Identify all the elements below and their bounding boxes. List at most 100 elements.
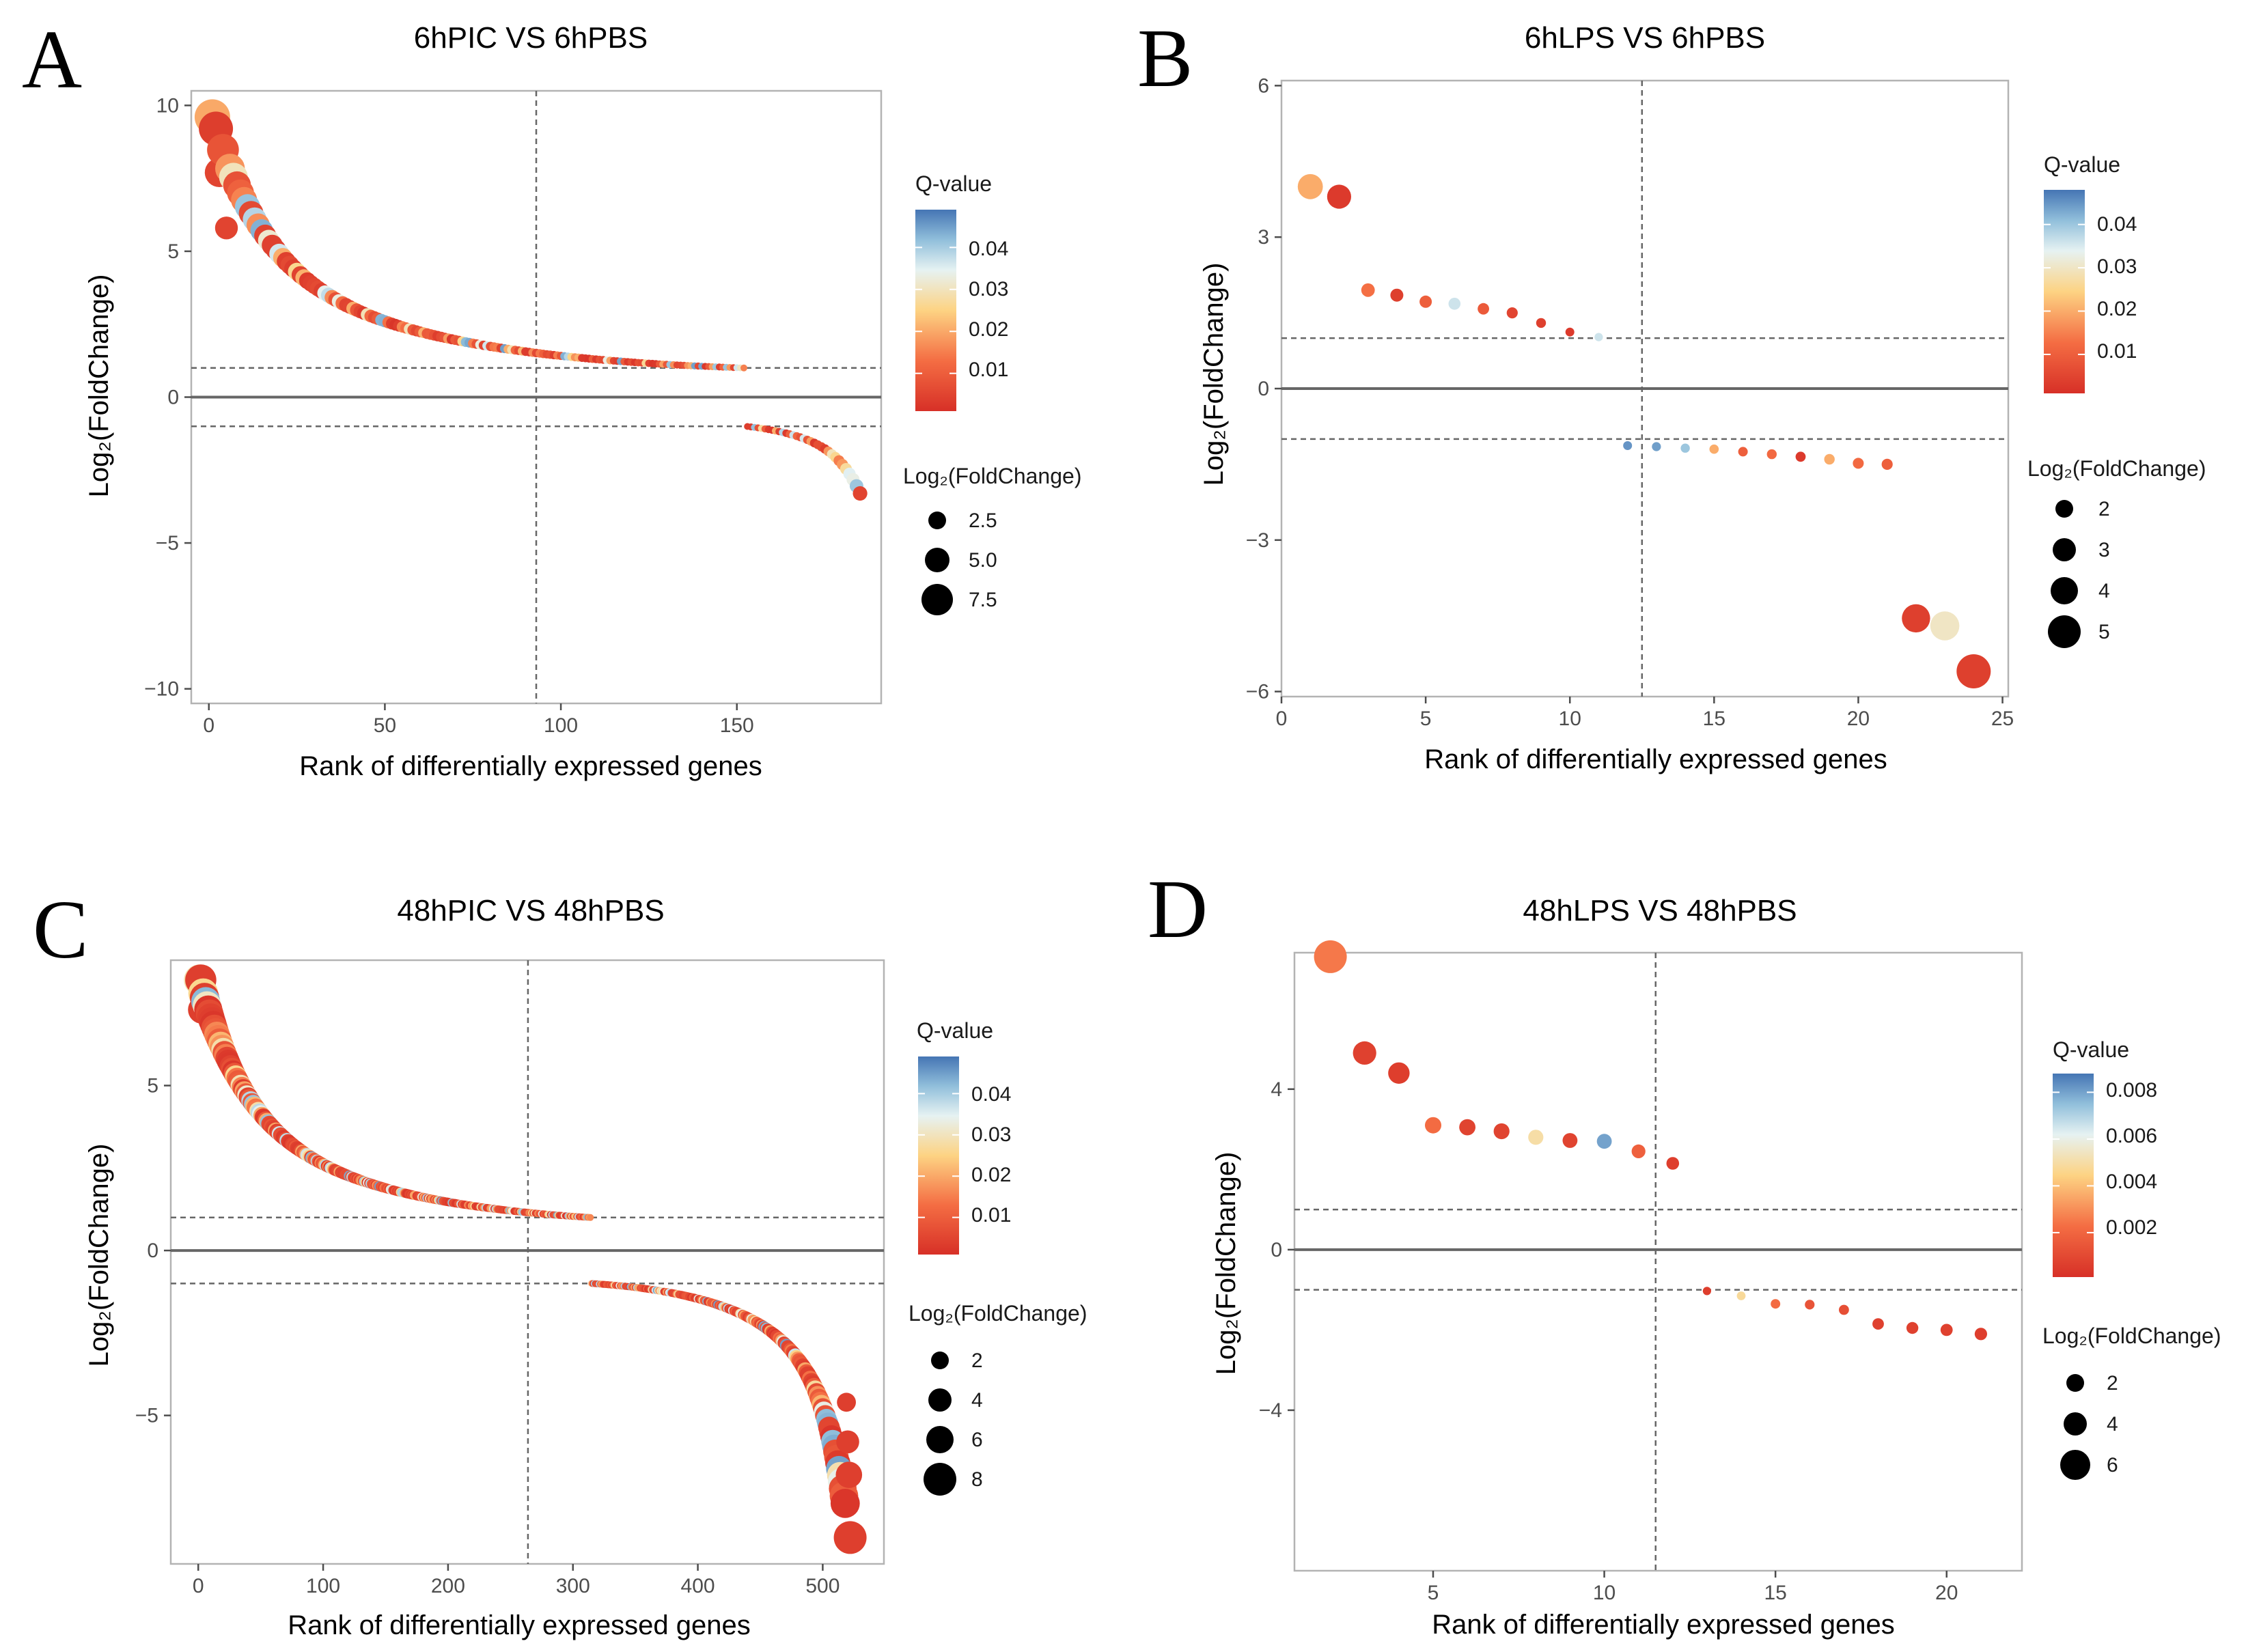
chart-b: 0 5 10 15 20 25 −6 −3 0 3 6: [1246, 74, 2014, 730]
q-legend-label: 0.02: [969, 318, 1008, 341]
y-tick-label: −4: [1259, 1399, 1282, 1422]
y-tick-label: 0: [1258, 378, 1269, 400]
data-point: [1596, 1134, 1612, 1149]
size-legend-label: 8: [971, 1468, 983, 1491]
size-legend-dot: [2053, 538, 2076, 561]
data-point: [1390, 288, 1404, 302]
y-tick-label: −10: [144, 678, 179, 701]
y-tick-label: 10: [156, 94, 179, 117]
x-tick-label: 300: [556, 1575, 590, 1597]
q-legend-b: Q-value 0.04 0.03 0.02 0.01: [2044, 152, 2137, 393]
size-legend-dot: [925, 548, 949, 572]
y-axis-title-b: Log₂(FoldChange): [1199, 263, 1229, 486]
data-point: [833, 1521, 867, 1554]
y-tick-label: −5: [135, 1405, 158, 1427]
q-legend-title: Q-value: [2044, 152, 2120, 177]
x-tick-label: 15: [1764, 1582, 1786, 1604]
y-tick-label: 0: [147, 1240, 158, 1262]
panel-letter-a: A: [22, 14, 82, 106]
size-legend-dot: [2055, 500, 2073, 518]
x-tick-label: 50: [374, 714, 396, 737]
colorbar-d: [2053, 1074, 2094, 1277]
q-legend-label: 0.01: [971, 1204, 1011, 1227]
x-tick-label: 0: [193, 1575, 204, 1597]
y-tick-label: 0: [167, 387, 179, 409]
size-legend-title: Log₂(FoldChange): [909, 1301, 1087, 1326]
data-point: [1974, 1328, 1987, 1341]
data-point: [1956, 654, 1991, 688]
data-point: [1766, 449, 1777, 460]
data-point: [214, 216, 238, 240]
size-legend-label: 4: [971, 1389, 983, 1412]
data-point: [1536, 318, 1547, 328]
size-legend-label: 5.0: [969, 549, 997, 572]
size-legend-label: 2: [2107, 1372, 2118, 1395]
size-legend-title: Log₂(FoldChange): [903, 464, 1081, 488]
y-tick-label: 6: [1258, 74, 1269, 97]
data-point: [1361, 283, 1375, 297]
x-tick-label: 5: [1428, 1582, 1439, 1604]
q-legend-c: Q-value 0.04 0.03 0.02 0.01: [917, 1018, 1011, 1255]
q-legend-d: Q-value 0.008 0.006 0.004 0.002: [2053, 1037, 2157, 1277]
size-legend-label: 2.5: [969, 509, 997, 532]
y-axis-title-a: Log₂(FoldChange): [84, 275, 114, 498]
q-legend-label: 0.04: [971, 1083, 1011, 1106]
x-tick-label: 20: [1847, 708, 1870, 730]
panel-title-b: 6hLPS VS 6hPBS: [1525, 21, 1765, 55]
data-point: [1528, 1130, 1544, 1145]
size-legend-dot: [924, 1463, 956, 1496]
x-axis-title-a: Rank of differentially expressed genes: [299, 751, 762, 781]
x-axis-title-b: Rank of differentially expressed genes: [1424, 744, 1887, 774]
q-legend-title: Q-value: [917, 1018, 993, 1043]
q-legend-label: 0.01: [2097, 340, 2137, 363]
data-point: [1930, 611, 1960, 641]
data-point: [1565, 327, 1575, 337]
q-legend-title: Q-value: [2053, 1037, 2129, 1062]
size-legend-dot: [926, 1426, 954, 1453]
y-axis-title-c: Log₂(FoldChange): [84, 1144, 114, 1367]
size-legend-label: 2: [971, 1349, 983, 1372]
size-legend-dot: [931, 1352, 949, 1369]
data-point: [1702, 1287, 1711, 1296]
q-legend-label: 0.04: [2097, 213, 2137, 236]
q-legend-label: 0.008: [2106, 1079, 2157, 1102]
size-legend-a: Log₂(FoldChange) 2.5 5.0 7.5: [903, 464, 1081, 615]
q-legend-label: 0.02: [971, 1164, 1011, 1186]
q-legend-label: 0.01: [969, 359, 1008, 381]
size-legend-b: Log₂(FoldChange) 2 3 4 5: [2027, 456, 2206, 648]
data-point: [587, 1214, 594, 1221]
x-tick-label: 5: [1420, 708, 1432, 730]
data-point: [836, 1430, 859, 1454]
size-legend-d: Log₂(FoldChange) 2 4 6: [2042, 1324, 2221, 1480]
y-tick-label: 5: [167, 240, 179, 263]
y-tick-label: −3: [1246, 529, 1269, 552]
data-point: [1493, 1123, 1510, 1140]
x-tick-label: 15: [1703, 708, 1725, 730]
data-point: [1824, 453, 1835, 465]
q-legend-title: Q-value: [915, 171, 992, 196]
data-point: [740, 364, 747, 372]
colorbar-b: [2044, 190, 2085, 393]
panel-letter-b: B: [1137, 12, 1193, 104]
data-point: [1459, 1119, 1476, 1136]
data-point: [1419, 295, 1432, 308]
data-point: [1631, 1144, 1646, 1158]
y-tick-label: 3: [1258, 226, 1269, 249]
q-legend-a: Q-value 0.04 0.03 0.02 0.01: [915, 171, 1008, 411]
data-point: [1872, 1318, 1884, 1330]
data-point: [1709, 444, 1719, 454]
colorbar-a: [915, 210, 956, 411]
q-legend-label: 0.002: [2106, 1216, 2157, 1239]
data-point: [1448, 298, 1461, 310]
q-legend-label: 0.03: [971, 1123, 1011, 1146]
chart-c: 0 100 200 300 400 500 −5 0 5: [135, 959, 885, 1597]
data-point: [830, 1489, 860, 1518]
x-tick-label: 200: [431, 1575, 465, 1597]
plot-frame: [1293, 951, 2023, 1572]
y-tick-label: 4: [1271, 1078, 1282, 1101]
size-legend-label: 4: [2098, 580, 2110, 602]
size-legend-label: 6: [2107, 1454, 2118, 1476]
data-point: [1881, 458, 1893, 471]
size-legend-dot: [921, 584, 953, 615]
